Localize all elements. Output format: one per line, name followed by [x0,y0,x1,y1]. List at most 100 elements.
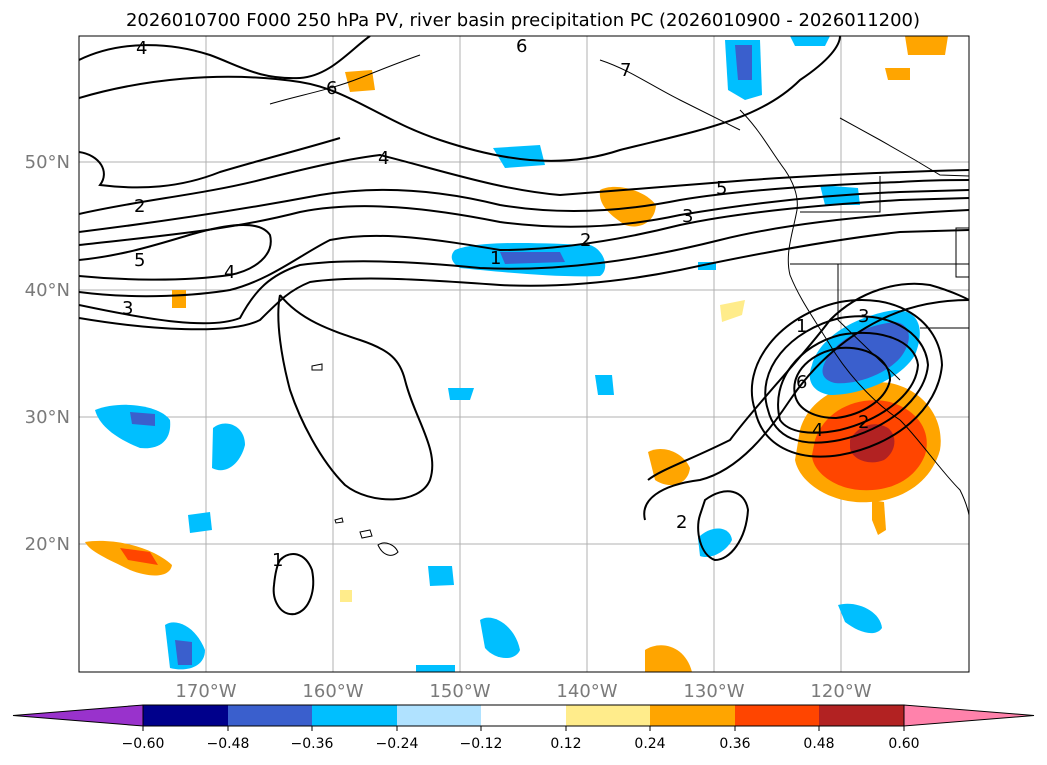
colorbar-segment [143,705,228,726]
lon-label: 140°W [556,681,617,702]
contour-label: 4 [224,262,235,283]
pv-contour [79,229,969,331]
pv-contour [277,294,434,501]
state-border [837,264,901,381]
latitude-labels: 50°N 40°N 30°N 20°N [25,152,70,555]
colorbar-frame [142,704,905,727]
precip-negative-region [698,528,732,558]
pv-contour [79,209,969,325]
pv-contour [79,153,969,215]
contour-label: 2 [134,196,145,217]
colorbar-segment [735,705,819,726]
colorbar-segment [312,705,397,726]
pv-contour [777,332,920,434]
lat-label: 20°N [25,534,70,555]
precip-positive-region [905,36,948,55]
colorbar-extend-min [12,704,144,727]
precip-negative-region [188,512,212,533]
colorbar-segment [819,705,904,726]
precip-positive-region [599,186,656,227]
colorbar-tick-label: −0.48 [207,736,250,752]
pv-contour [793,346,892,420]
state-border [955,227,969,278]
colorbar-extend-max [903,704,1035,727]
pv-contour [647,282,969,481]
pv-contour [79,223,272,281]
colorbar-tick-label: 0.36 [719,736,750,752]
map-panel: 4 6 7 6 4 2 5 3 4 1 2 3 5 1 3 6 4 2 2 1 [79,36,969,672]
colorbar-tick-label: 0.24 [634,736,665,752]
contour-label: 4 [136,38,147,59]
colorbar-segment [650,705,735,726]
colorbar-ticks [142,726,905,731]
precip-negative-region [480,617,520,659]
colorbar-segment [481,705,566,726]
colorbar-segment [228,705,312,726]
precip-positive-region [885,68,910,80]
contour-label: 5 [716,178,727,199]
contour-label: 1 [490,248,501,269]
colorbar-tick-label: 0.60 [888,736,919,752]
precip-positive-region [120,548,158,565]
contour-label: 3 [682,206,693,227]
lat-label: 30°N [25,407,70,428]
pv-contour [79,36,371,80]
contour-label: 7 [620,60,631,81]
lon-label: 130°W [683,681,744,702]
contour-label: 3 [858,306,869,327]
pv-contour [79,197,969,298]
hawaii-island [377,542,399,556]
pv-contour [79,137,341,189]
precip-negative-region [790,36,830,46]
longitude-labels: 170°W 160°W 150°W 140°W 130°W 120°W [175,681,871,702]
precip-positive-region [645,645,692,672]
contour-label: 1 [796,316,807,337]
north-america-coastline [739,109,969,516]
contour-label: 1 [272,550,283,571]
colorbar-tick-label: −0.12 [460,736,503,752]
contour-label: 5 [134,250,145,271]
contour-label: 3 [122,298,133,319]
colorbar-tick-label: −0.36 [291,736,334,752]
precip-positive-region [872,500,886,535]
contour-label: 2 [676,512,687,533]
contour-label: 2 [858,412,869,433]
precip-negative-region [735,45,752,80]
state-border [800,176,881,213]
alaska-coastline [599,59,741,131]
hawaii-island [359,529,373,539]
lon-label: 170°W [175,681,236,702]
contour-label: 6 [796,372,807,393]
lon-label: 120°W [810,681,871,702]
colorbar-segment [566,705,650,726]
precip-negative-region [416,665,455,672]
contour-label: 4 [378,148,389,169]
pv-contour [750,299,944,458]
precip-negative-region [838,603,882,634]
precip-negative-region [175,640,192,665]
pv-contour [764,315,930,444]
aleutian-coastline [269,54,421,105]
precip-negative-region [428,566,454,586]
colorbar-tick-label: −0.24 [376,736,419,752]
precip-negative-region [500,252,565,264]
pv-contour [79,179,969,233]
precip-positive-region [172,290,186,308]
colorbar-tick-label: −0.60 [122,736,165,752]
coastlines [269,54,969,556]
lon-label: 160°W [302,681,363,702]
precip-positive-region [648,448,690,486]
lon-label: 150°W [429,681,490,702]
precip-negative-region [595,375,614,395]
map-frame [78,35,970,673]
precip-negative-region [448,388,474,400]
canada-us-border [839,117,969,177]
contour-label: 2 [580,230,591,251]
hawaii-island [334,517,344,524]
pv-contour [697,490,750,562]
colorbar: −0.60 −0.48 −0.36 −0.24 −0.12 0.12 0.24 … [12,704,1035,752]
contour-labels: 4 6 7 6 4 2 5 3 4 1 2 3 5 1 3 6 4 2 2 1 [122,36,869,571]
precip-shading [85,36,948,672]
contour-label: 4 [812,420,823,441]
precip-positive-region [720,300,745,322]
